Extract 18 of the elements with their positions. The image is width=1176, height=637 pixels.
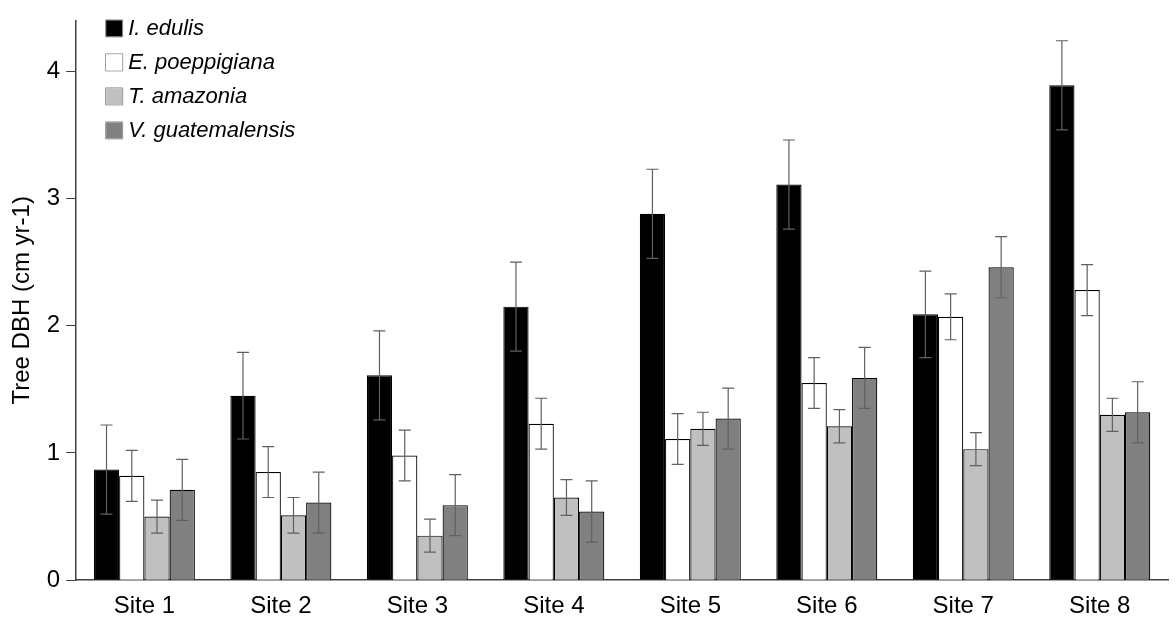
legend-label: I. edulis: [128, 14, 204, 40]
y-tick-label: 3: [46, 183, 61, 211]
x-tick-label: Site 3: [386, 591, 449, 619]
x-tick-label: Site 5: [659, 591, 721, 619]
x-tick-label: Site 8: [1069, 591, 1131, 619]
x-tick-label: Site 2: [250, 591, 312, 619]
x-tick-label: Site 7: [932, 591, 994, 619]
legend-label: V. guatemalensis: [128, 116, 296, 142]
y-tick-label: 2: [46, 310, 61, 338]
legend-label: E. poeppigiana: [128, 48, 275, 74]
x-tick-label: Site 6: [796, 591, 858, 619]
legend-label: T. amazonia: [128, 82, 248, 108]
x-tick-label: Site 1: [113, 591, 176, 619]
y-tick-label: 0: [46, 564, 61, 592]
x-tick-label: Site 4: [523, 591, 585, 619]
y-tick-label: 4: [46, 55, 61, 83]
y-tick-label: 1: [46, 437, 61, 465]
y-axis-title: Tree DBH (cm yr-1): [7, 196, 35, 405]
